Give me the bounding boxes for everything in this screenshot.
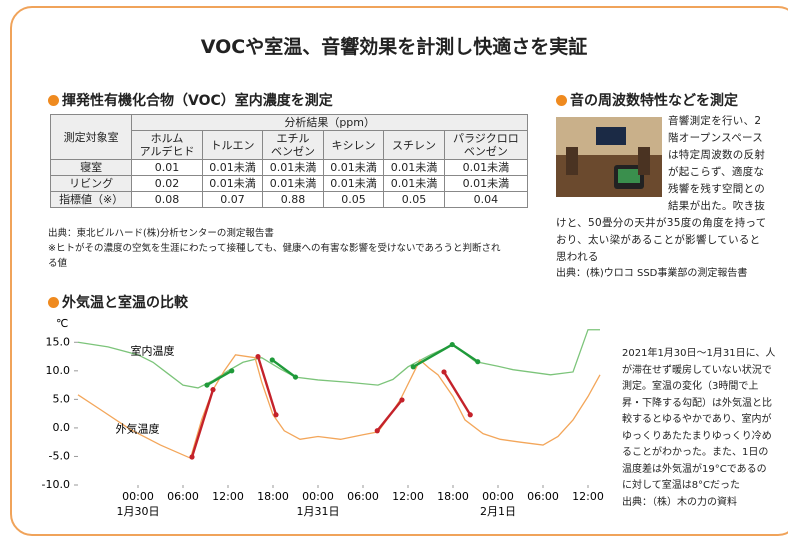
y-tick-label: -10.0 — [42, 478, 70, 491]
cell: 0.05 — [323, 192, 384, 208]
highlight-point — [273, 412, 278, 417]
cell: 0.01 — [132, 160, 202, 176]
photo — [556, 117, 662, 197]
highlight-point — [189, 454, 194, 459]
x-tick-label: 06:00 — [527, 490, 559, 503]
x-tick-label: 12:00 — [392, 490, 424, 503]
x-tick-label: 00:00 — [122, 490, 154, 503]
cell: 0.01未満 — [202, 176, 263, 192]
x-tick-label: 00:00 — [482, 490, 514, 503]
cell: 0.01未満 — [323, 176, 384, 192]
cell: 0.01未満 — [444, 160, 527, 176]
highlight-line — [377, 400, 402, 431]
temp-block: 2021年1月30日～1月31日に、人が滞在せず暖房していない状況で測定。室温の… — [622, 346, 776, 510]
highlight-point — [411, 364, 416, 369]
highlight-line — [207, 371, 232, 385]
heading-text: 揮発性有機化合物（VOC）室内濃度を測定 — [62, 93, 333, 109]
x-date-label: 2月1日 — [480, 505, 516, 518]
voc-table: 測定対象室分析結果（ppm） ホルム アルデヒドトルエンエチル ベンゼンキシレン… — [50, 114, 528, 208]
heading: 揮発性有機化合物（VOC）室内濃度を測定 — [48, 90, 333, 110]
column-header: エチル ベンゼン — [263, 131, 324, 160]
cell: 0.01未満 — [323, 160, 384, 176]
cell: 0.01未満 — [263, 160, 324, 176]
series-label: 外気温度 — [116, 422, 160, 436]
sound-block: 音響測定を行い、2階オープンスペースは特定周波数の反射が起こらず、適度な残響を残… — [556, 113, 768, 281]
column-header: スチレン — [384, 131, 445, 160]
highlight-point — [293, 374, 298, 379]
footnote: ※ヒトがその濃度の空気を生涯にわたって接種しても、健康への有害な影響を受けないで… — [48, 241, 508, 271]
cell: 0.04 — [444, 192, 527, 208]
source: 出典：(株)ウロコ SSD事業部の測定報告書 — [556, 266, 768, 281]
column-header: キシレン — [323, 131, 384, 160]
highlight-point — [399, 397, 404, 402]
column-header: パラジクロロ ベンゼン — [444, 131, 527, 160]
cell: 0.08 — [132, 192, 202, 208]
highlight-point — [255, 354, 260, 359]
y-tick-label: 5.0 — [53, 392, 71, 405]
chart: ℃ 15.0 10.0 5.0 0.0 -5.0 -10.0 00:00 06:00 12:00 1… — [0, 300, 620, 525]
cell: 0.07 — [202, 192, 263, 208]
cell: 0.01未満 — [384, 160, 445, 176]
source: 出典：（株）木の力の資料 — [622, 495, 776, 510]
x-tick-label: 06:00 — [167, 490, 199, 503]
highlight-point — [441, 369, 446, 374]
highlight-point — [229, 368, 234, 373]
x-tick-label: 12:00 — [212, 490, 244, 503]
highlight-point — [204, 382, 209, 387]
cell: 指標値（※） — [51, 192, 132, 208]
highlight-point — [475, 359, 480, 364]
highlight-line — [413, 345, 478, 367]
y-tick-label: 15.0 — [46, 335, 71, 348]
highlight-point — [375, 428, 380, 433]
y-tick-label: 10.0 — [46, 364, 71, 377]
highlight-point — [468, 412, 473, 417]
cell: 分析結果（ppm） — [132, 115, 528, 131]
heading-text: 音の周波数特性などを測定 — [570, 93, 738, 109]
highlight-line — [444, 372, 470, 415]
title: VOCや室温、音響効果を計測し快適さを実証 — [0, 32, 788, 59]
x-date-label: 1月30日 — [117, 505, 160, 518]
y-tick-label: 0.0 — [53, 421, 71, 434]
y-tick-label: -5.0 — [49, 449, 70, 462]
x-tick-label: 18:00 — [437, 490, 469, 503]
cell: 測定対象室 — [51, 115, 132, 160]
column-header: トルエン — [202, 131, 263, 160]
series-label: 室内温度 — [131, 343, 175, 357]
cell: 0.02 — [132, 176, 202, 192]
temp-text: 2021年1月30日～1月31日に、人が滞在せず暖房していない状況で測定。室温の… — [622, 346, 776, 495]
cell: リビング — [51, 176, 132, 192]
x-tick-label: 06:00 — [347, 490, 379, 503]
cell: 0.01未満 — [444, 176, 527, 192]
cell: 寝室 — [51, 160, 132, 176]
x-date-label: 1月31日 — [297, 505, 340, 518]
x-tick-label: 00:00 — [302, 490, 334, 503]
heading: 音の周波数特性などを測定 — [556, 90, 738, 110]
cell: 0.01未満 — [263, 176, 324, 192]
cell: 0.88 — [263, 192, 324, 208]
column-header: ホルム アルデヒド — [132, 131, 202, 160]
x-tick-label: 12:00 — [572, 490, 604, 503]
highlight-point — [450, 342, 455, 347]
highlight-point — [270, 357, 275, 362]
cell: 0.01未満 — [384, 176, 445, 192]
x-tick-label: 18:00 — [257, 490, 289, 503]
highlight-line — [272, 360, 295, 377]
series-line — [78, 330, 600, 388]
cell: 0.05 — [384, 192, 445, 208]
highlight-line — [192, 390, 213, 457]
y-unit: ℃ — [56, 317, 68, 330]
highlight-point — [210, 387, 215, 392]
cell: 0.01未満 — [202, 160, 263, 176]
page: VOCや室温、音響効果を計測し快適さを実証 揮発性有機化合物（VOC）室内濃度を… — [0, 0, 788, 540]
source: 出典：東北ビルハード(株)分析センターの測定報告書 — [48, 226, 518, 241]
